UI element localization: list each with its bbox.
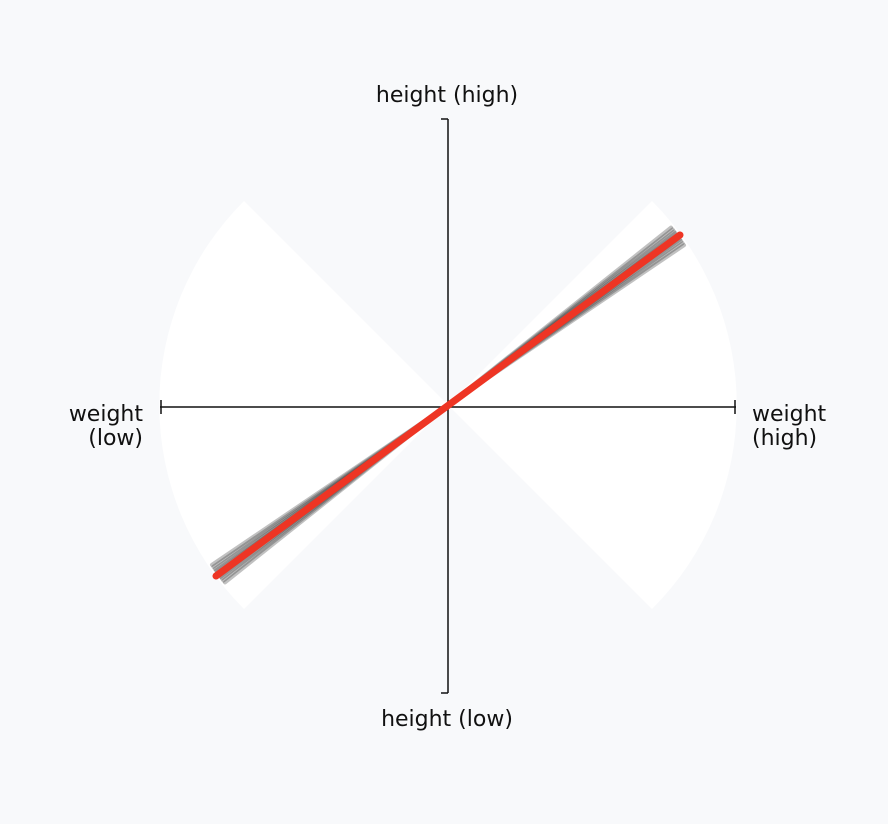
axis-label-top: height (high) bbox=[376, 83, 518, 108]
sector-right bbox=[448, 201, 737, 609]
axis-label-left-line1: weight bbox=[69, 402, 144, 427]
axis-label-left-line2: (low) bbox=[88, 426, 143, 451]
axis-label-right-line1: weight bbox=[752, 402, 827, 427]
axis-label-right-line2: (high) bbox=[752, 426, 817, 451]
sector-left bbox=[159, 201, 448, 609]
main-regression-line bbox=[212, 231, 684, 580]
axis-label-bottom: height (low) bbox=[381, 707, 513, 732]
